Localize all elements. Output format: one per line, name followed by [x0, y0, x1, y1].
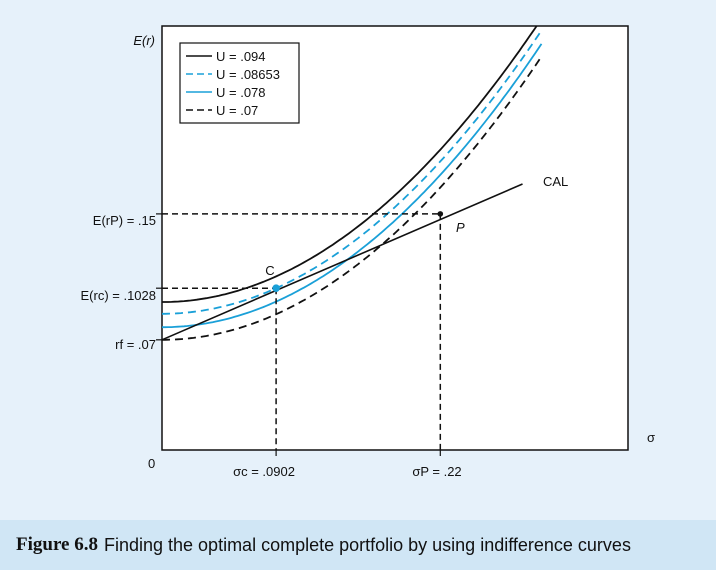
indifference-curve-3 — [162, 43, 543, 329]
indifference-curve-1 — [162, 26, 538, 303]
legend-label-u094: U = .094 — [216, 49, 266, 64]
point-c-marker — [272, 284, 280, 292]
legend-label-u078: U = .078 — [216, 85, 266, 100]
figure-number: Figure 6.8 — [16, 534, 98, 555]
legend: U = .094 U = .08653 U = .078 U = .07 — [179, 42, 300, 124]
origin-label: 0 — [148, 456, 155, 471]
y-axis-label: E(r) — [133, 33, 155, 48]
x-label-p: σP = .22 — [412, 464, 461, 479]
point-label-c: C — [265, 263, 274, 278]
cal-line — [161, 183, 523, 341]
y-label-c: E(rc) = .1028 — [80, 288, 156, 303]
x-label-c: σc = .0902 — [233, 464, 295, 479]
figure-panel: E(r) σ 0 E(rP) = .15 E(rc) = .1028 rf = … — [0, 0, 716, 520]
figure-caption: Figure 6.8 Finding the optimal complete … — [0, 520, 716, 570]
y-label-p: E(rP) = .15 — [93, 213, 156, 228]
legend-label-u07: U = .07 — [216, 103, 258, 118]
cal-label: CAL — [543, 174, 568, 189]
chart: E(r) σ 0 E(rP) = .15 E(rc) = .1028 rf = … — [80, 25, 655, 479]
caption-text: Finding the optimal complete portfolio b… — [103, 534, 631, 555]
point-p-marker — [437, 211, 444, 217]
point-label-p: P — [456, 220, 465, 235]
legend-label-u08653: U = .08653 — [216, 67, 280, 82]
x-axis-label: σ — [647, 430, 655, 445]
y-label-rf: rf = .07 — [115, 337, 156, 352]
